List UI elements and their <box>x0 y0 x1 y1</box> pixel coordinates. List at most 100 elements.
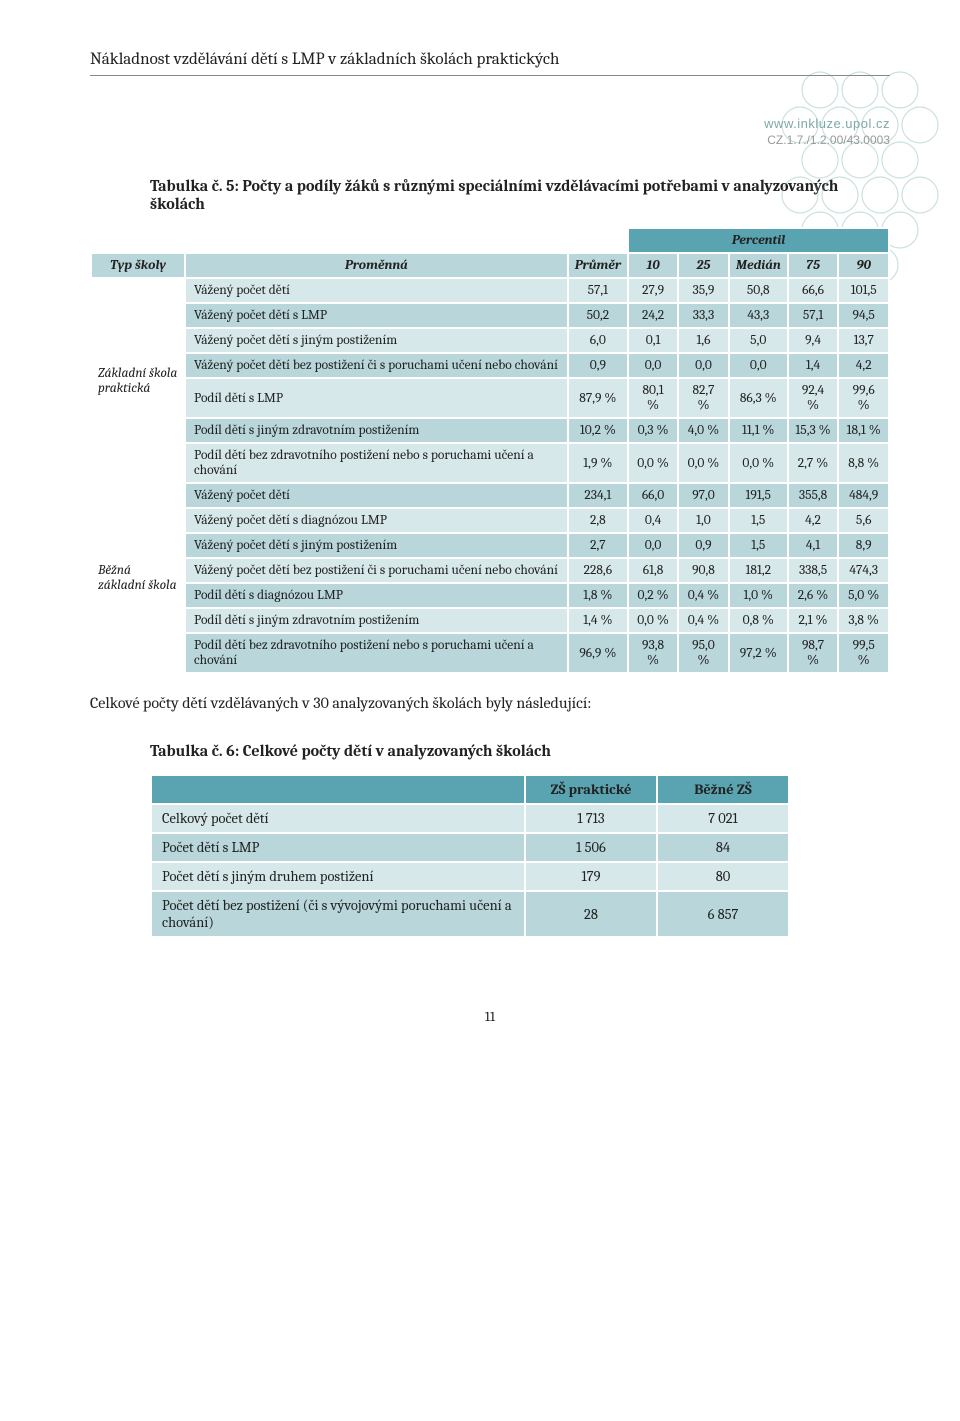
table-6-caption: Tabulka č. 6: Celkové počty dětí v analy… <box>150 742 890 760</box>
value-cell: 1,6 <box>678 328 729 353</box>
value-cell: 92,4 % <box>788 378 839 418</box>
value-cell: 27,9 <box>628 278 678 303</box>
value-cell: 0,0 % <box>729 443 788 483</box>
column-header: Medián <box>729 253 788 278</box>
variable-name: Vážený počet dětí <box>185 278 568 303</box>
row-label: Celkový počet dětí <box>151 804 525 833</box>
column-header: 75 <box>788 253 839 278</box>
value-cell: 191,5 <box>729 483 788 508</box>
value-cell: 6,0 <box>568 328 628 353</box>
value-cell: 1,5 <box>729 533 788 558</box>
value-cell: 1,4 <box>788 353 839 378</box>
value-cell: 0,0 % <box>628 443 678 483</box>
body-paragraph: Celkové počty dětí vzdělávaných v 30 ana… <box>90 694 890 712</box>
value-cell: 1,0 % <box>729 583 788 608</box>
variable-name: Vážený počet dětí bez postižení či s por… <box>185 558 568 583</box>
value-cell: 93,8 % <box>628 633 678 673</box>
page-header-title: Nákladnost vzdělávání dětí s LMP v zákla… <box>90 50 559 69</box>
value-cell: 96,9 % <box>568 633 628 673</box>
value-cell: 15,3 % <box>788 418 839 443</box>
value-cell: 0,0 <box>678 353 729 378</box>
value-cell: 2,1 % <box>788 608 839 633</box>
value-cell: 66,0 <box>628 483 678 508</box>
value-cell: 101,5 <box>838 278 889 303</box>
value-cell: 5,0 % <box>838 583 889 608</box>
value-cell: 4,1 <box>788 533 839 558</box>
value-cell: 355,8 <box>788 483 839 508</box>
value-cell: 97,2 % <box>729 633 788 673</box>
value-cell: 0,4 % <box>678 583 729 608</box>
percentil-header: Percentil <box>628 228 889 253</box>
value-cell: 484,9 <box>838 483 889 508</box>
table-6: ZŠ praktickéBěžné ZŠ Celkový počet dětí1 … <box>150 774 790 938</box>
value-cell: 0,0 % <box>628 608 678 633</box>
value-cell: 0,4 <box>628 508 678 533</box>
value-cell: 87,9 % <box>568 378 628 418</box>
value-cell: 0,0 <box>729 353 788 378</box>
value-cell: 80,1 % <box>628 378 678 418</box>
value-cell: 80 <box>657 862 789 891</box>
value-cell: 43,3 <box>729 303 788 328</box>
column-header: 25 <box>678 253 729 278</box>
value-cell: 4,2 <box>788 508 839 533</box>
variable-name: Vážený počet dětí s LMP <box>185 303 568 328</box>
variable-name: Podíl dětí bez zdravotního postižení neb… <box>185 633 568 673</box>
header-url: www.inkluze.upol.cz <box>90 116 890 131</box>
value-cell: 28 <box>525 891 657 937</box>
value-cell: 1,4 % <box>568 608 628 633</box>
page-number: 11 <box>90 1008 890 1025</box>
value-cell: 13,7 <box>838 328 889 353</box>
value-cell: 8,8 % <box>838 443 889 483</box>
value-cell: 0,0 % <box>678 443 729 483</box>
value-cell: 50,8 <box>729 278 788 303</box>
value-cell: 1,8 % <box>568 583 628 608</box>
value-cell: 57,1 <box>788 303 839 328</box>
value-cell: 57,1 <box>568 278 628 303</box>
value-cell: 1 713 <box>525 804 657 833</box>
variable-name: Podíl dětí bez zdravotního postižení neb… <box>185 443 568 483</box>
value-cell: 0,4 % <box>678 608 729 633</box>
value-cell: 99,5 % <box>838 633 889 673</box>
value-cell: 97,0 <box>678 483 729 508</box>
value-cell: 0,0 <box>628 533 678 558</box>
row-label: Počet dětí s LMP <box>151 833 525 862</box>
column-header: ZŠ praktické <box>525 775 657 804</box>
value-cell: 2,8 <box>568 508 628 533</box>
value-cell: 99,6 % <box>838 378 889 418</box>
value-cell: 7 021 <box>657 804 789 833</box>
value-cell: 338,5 <box>788 558 839 583</box>
column-header: Typ školy <box>91 253 185 278</box>
value-cell: 50,2 <box>568 303 628 328</box>
value-cell: 0,3 % <box>628 418 678 443</box>
value-cell: 2,7 <box>568 533 628 558</box>
column-header: Běžné ZŠ <box>657 775 789 804</box>
row-label: Počet dětí s jiným druhem postižení <box>151 862 525 891</box>
column-header: 90 <box>838 253 889 278</box>
value-cell: 61,8 <box>628 558 678 583</box>
group-label: Běžná základní škola <box>91 483 185 673</box>
value-cell: 234,1 <box>568 483 628 508</box>
value-cell: 1 506 <box>525 833 657 862</box>
value-cell: 98,7 % <box>788 633 839 673</box>
value-cell: 474,3 <box>838 558 889 583</box>
value-cell: 84 <box>657 833 789 862</box>
value-cell: 66,6 <box>788 278 839 303</box>
value-cell: 4,0 % <box>678 418 729 443</box>
value-cell: 1,0 <box>678 508 729 533</box>
column-header: Průměr <box>568 253 628 278</box>
variable-name: Vážený počet dětí s jiným postižením <box>185 533 568 558</box>
value-cell: 4,2 <box>838 353 889 378</box>
value-cell: 35,9 <box>678 278 729 303</box>
value-cell: 3,8 % <box>838 608 889 633</box>
value-cell: 5,6 <box>838 508 889 533</box>
table-5: PercentilTyp školyProměnnáPrůměr1025Medi… <box>90 227 890 674</box>
value-cell: 94,5 <box>838 303 889 328</box>
value-cell: 0,1 <box>628 328 678 353</box>
variable-name: Vážený počet dětí bez postižení či s por… <box>185 353 568 378</box>
value-cell: 5,0 <box>729 328 788 353</box>
value-cell: 2,6 % <box>788 583 839 608</box>
variable-name: Vážený počet dětí s jiným postižením <box>185 328 568 353</box>
row-label: Počet dětí bez postižení (či s vývojovým… <box>151 891 525 937</box>
value-cell: 8,9 <box>838 533 889 558</box>
variable-name: Vážený počet dětí s diagnózou LMP <box>185 508 568 533</box>
